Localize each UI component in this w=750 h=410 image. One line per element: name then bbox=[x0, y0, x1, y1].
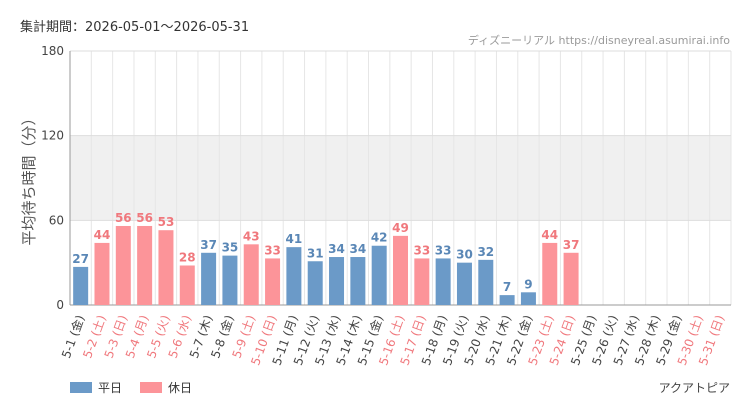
bar-5-4 (月) bbox=[137, 225, 153, 305]
bar-5-23 (土) bbox=[542, 242, 558, 305]
value-label-5-9 (土): 43 bbox=[243, 229, 260, 243]
bar-5-2 (土) bbox=[94, 242, 110, 305]
bar-5-11 (月) bbox=[286, 247, 302, 305]
value-label-5-6 (水): 28 bbox=[179, 250, 196, 264]
value-label-5-19 (火): 30 bbox=[456, 248, 473, 262]
chart-bars bbox=[73, 225, 579, 305]
legend: 平日 休日 bbox=[70, 379, 192, 396]
bar-5-16 (土) bbox=[393, 235, 408, 305]
bar-5-21 (木) bbox=[499, 295, 515, 305]
bar-5-24 (日) bbox=[563, 252, 579, 305]
value-labels: 27 44 56 56 53 28 37 35 43 33 41 31 34 34 42 49 33 33 30 32… bbox=[72, 211, 579, 294]
legend-swatch-holiday bbox=[140, 382, 163, 393]
value-label-5-7 (木): 37 bbox=[200, 238, 217, 252]
bar-5-12 (火) bbox=[307, 261, 323, 305]
legend-label-holiday: 休日 bbox=[168, 381, 193, 395]
chart-bands bbox=[70, 135, 731, 221]
legend-item-weekday: 平日 bbox=[70, 379, 122, 396]
legend-swatch-weekday bbox=[70, 382, 92, 393]
value-label-5-4 (月): 56 bbox=[136, 211, 153, 225]
value-label-5-2 (土): 44 bbox=[94, 228, 111, 242]
bar-5-13 (水) bbox=[329, 257, 345, 305]
bar-5-15 (金) bbox=[371, 245, 387, 305]
value-label-5-18 (月): 33 bbox=[435, 243, 452, 257]
bar-5-8 (金) bbox=[222, 255, 238, 305]
value-label-5-12 (火): 31 bbox=[307, 246, 324, 260]
bar-5-18 (月) bbox=[435, 258, 451, 305]
chart-band-0 bbox=[70, 135, 731, 221]
y-tick-60: 60 bbox=[49, 213, 64, 227]
y-tick-120: 120 bbox=[41, 129, 64, 143]
value-label-5-10 (日): 33 bbox=[264, 243, 281, 257]
value-label-5-23 (土): 44 bbox=[541, 228, 558, 242]
bar-5-3 (日) bbox=[115, 225, 131, 305]
value-label-5-5 (火): 53 bbox=[158, 215, 175, 229]
value-label-5-16 (土): 49 bbox=[392, 221, 409, 235]
value-label-5-14 (木): 34 bbox=[350, 242, 367, 256]
y-tick-180: 180 bbox=[41, 44, 64, 58]
legend-item-holiday: 休日 bbox=[140, 379, 192, 396]
bar-5-19 (火) bbox=[456, 262, 472, 305]
value-label-5-20 (水): 32 bbox=[477, 245, 494, 259]
value-label-5-1 (金): 27 bbox=[72, 252, 89, 266]
y-tick-labels: 0 60 120 180 bbox=[41, 44, 64, 312]
bar-5-22 (金) bbox=[520, 292, 536, 305]
bar-5-7 (木) bbox=[201, 252, 217, 305]
value-label-5-3 (日): 56 bbox=[115, 211, 132, 225]
bar-5-5 (火) bbox=[158, 230, 174, 305]
bar-5-14 (木) bbox=[350, 257, 366, 305]
chart-grid bbox=[69, 50, 732, 306]
bar-5-6 (水) bbox=[179, 265, 195, 305]
value-label-5-24 (日): 37 bbox=[563, 238, 580, 252]
value-label-5-21 (木): 7 bbox=[503, 280, 511, 294]
value-label-5-22 (金): 9 bbox=[524, 277, 532, 291]
y-axis-label: 平均待ち時間（分） bbox=[20, 110, 38, 245]
value-label-5-13 (水): 34 bbox=[328, 242, 345, 256]
source-credit: ディズニーリアル https://disneyreal.asumirai.inf… bbox=[467, 34, 730, 47]
bar-5-10 (日) bbox=[265, 258, 281, 305]
legend-label-weekday: 平日 bbox=[98, 381, 123, 395]
y-tick-0: 0 bbox=[56, 298, 64, 312]
park-name: アクアトピア bbox=[658, 381, 730, 395]
bar-5-17 (日) bbox=[414, 258, 430, 305]
x-tick-labels: 5-1 (金)5-2 (土)5-3 (日)5-4 (月)5-5 (火)5-6 (… bbox=[58, 313, 727, 367]
value-label-5-11 (月): 41 bbox=[286, 232, 303, 246]
bar-5-1 (金) bbox=[73, 266, 89, 305]
value-label-5-15 (金): 42 bbox=[371, 231, 388, 245]
value-label-5-8 (金): 35 bbox=[222, 241, 239, 255]
value-label-5-17 (日): 33 bbox=[413, 243, 430, 257]
period-label: 集計期間：2026-05-01～2026-05-31 bbox=[20, 20, 250, 35]
bar-5-20 (水) bbox=[478, 259, 494, 305]
bar-5-9 (土) bbox=[243, 244, 259, 305]
